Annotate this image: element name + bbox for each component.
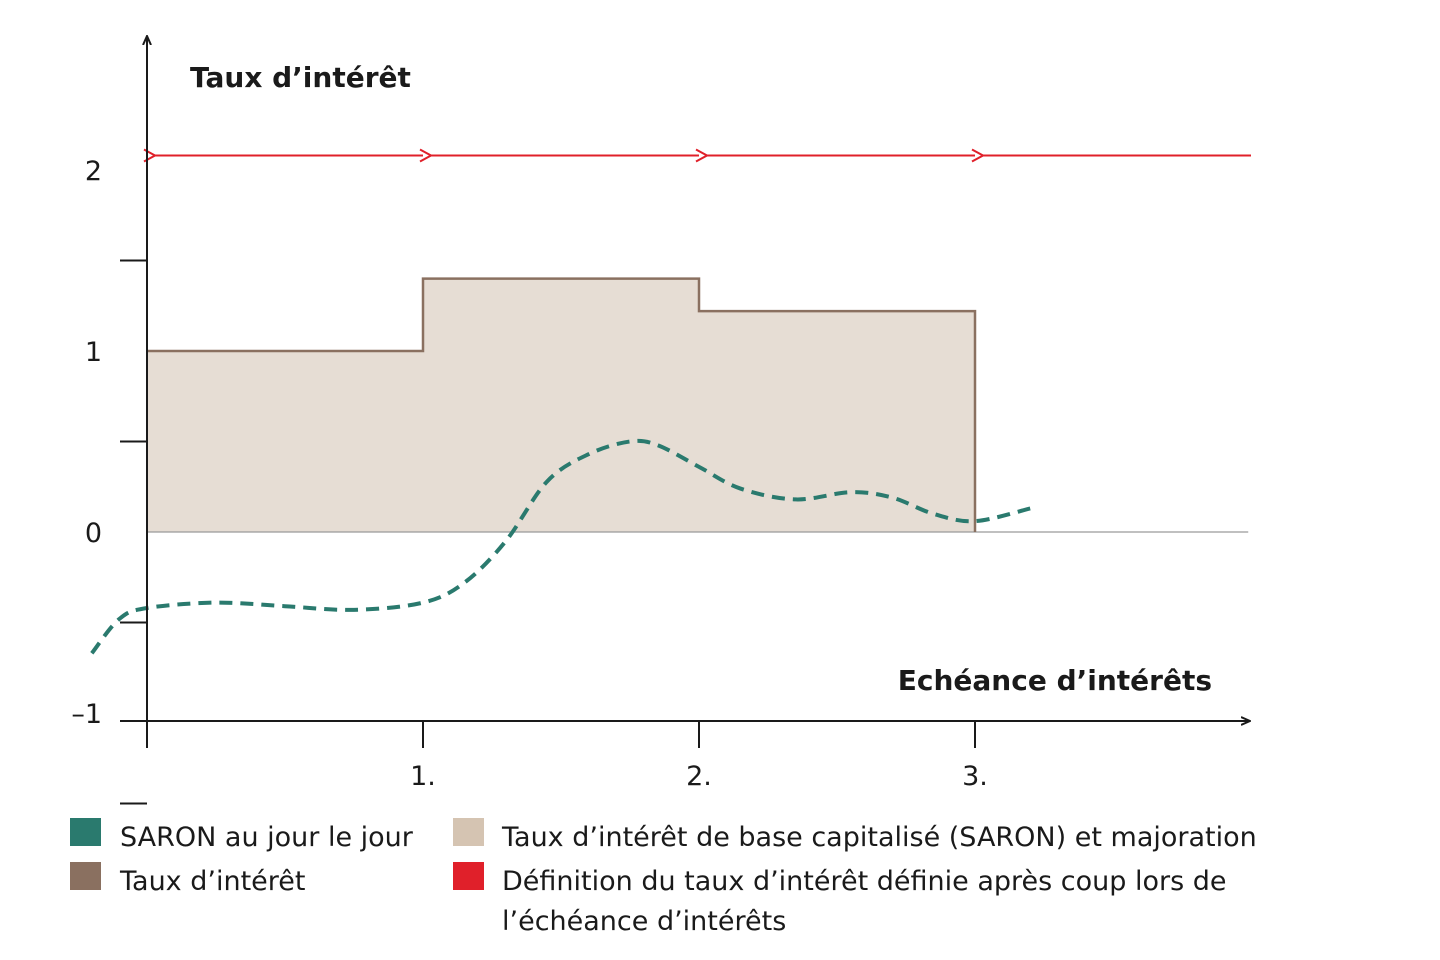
x-tick-label: 3. — [962, 761, 988, 792]
interest-rate-step-line — [147, 277, 977, 532]
ticks-layer: –1 0 1 2 1. 2. 3. — [71, 156, 988, 805]
legend-swatch — [453, 862, 484, 890]
y-axis-title: Taux d’intérêt — [190, 61, 411, 94]
fill-layer — [147, 278, 975, 532]
legend-swatch — [453, 818, 484, 846]
legend-label-line2: l’échéance d’intérêts — [502, 906, 786, 937]
saron-overnight-curve — [90, 438, 1031, 655]
y-tick-label: –1 — [71, 699, 102, 730]
legend-label: Taux d’intérêt — [119, 866, 305, 897]
legend-swatch — [70, 818, 101, 846]
y-tick-label: 0 — [85, 518, 102, 549]
saron-layer — [90, 438, 1031, 655]
legend-swatch — [70, 862, 101, 890]
capitalized-rate-area — [147, 278, 975, 532]
interest-step-layer — [147, 277, 977, 532]
legend-label: Définition du taux d’intérêt définie apr… — [502, 866, 1227, 897]
legend-label: SARON au jour le jour — [120, 822, 414, 853]
x-tick-label: 1. — [410, 761, 436, 792]
legend: SARON au jour le jour Taux d’intérêt de b… — [70, 818, 1257, 937]
axes-layer — [120, 36, 1250, 748]
y-tick-label: 1 — [85, 337, 102, 368]
legend-label: Taux d’intérêt de base capitalisé (SARON… — [501, 822, 1257, 853]
y-tick-label: 2 — [85, 156, 102, 187]
x-tick-label: 2. — [686, 761, 712, 792]
x-axis-title: Echéance d’intérêts — [898, 664, 1212, 697]
